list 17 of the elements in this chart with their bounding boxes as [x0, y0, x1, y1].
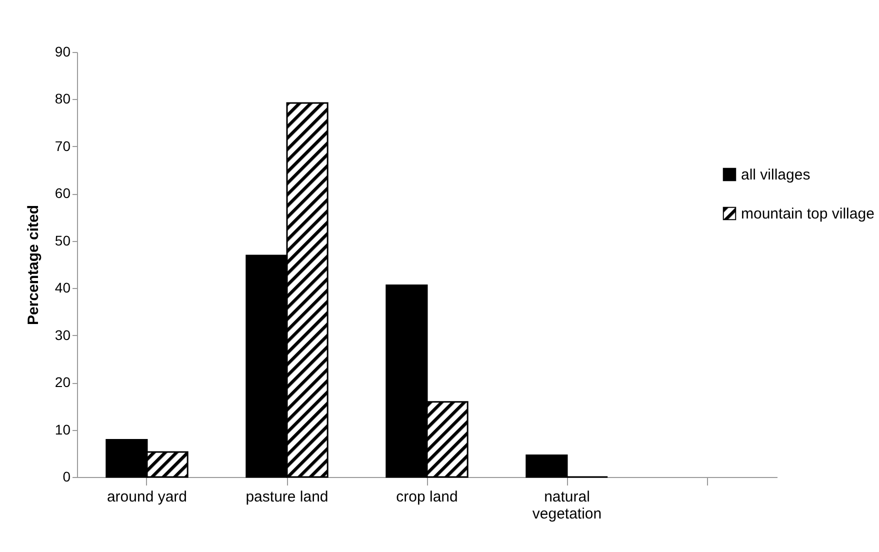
- y-tick-label: 60: [54, 185, 71, 202]
- y-tick-label: 70: [54, 138, 71, 154]
- x-tick-label: natural vegetation: [532, 488, 602, 522]
- y-tick-label: 40: [54, 280, 71, 296]
- legend-label: all villages: [741, 166, 810, 184]
- x-tick-label: pasture land: [246, 488, 328, 506]
- y-tick-label: 20: [54, 374, 71, 390]
- y-tick-label: 80: [54, 90, 71, 107]
- y-tick-label: 30: [54, 326, 71, 343]
- x-tick-label: crop land: [396, 488, 458, 506]
- y-tick-label: 90: [54, 44, 71, 60]
- legend-label: mountain top village: [741, 206, 874, 222]
- y-tick-label: 0: [62, 468, 71, 484]
- y-tick-label: 50: [54, 232, 71, 248]
- y-axis-title: Percentage cited: [24, 204, 42, 326]
- x-tick-label: around yard: [106, 488, 188, 506]
- y-tick-label: 10: [54, 421, 71, 438]
